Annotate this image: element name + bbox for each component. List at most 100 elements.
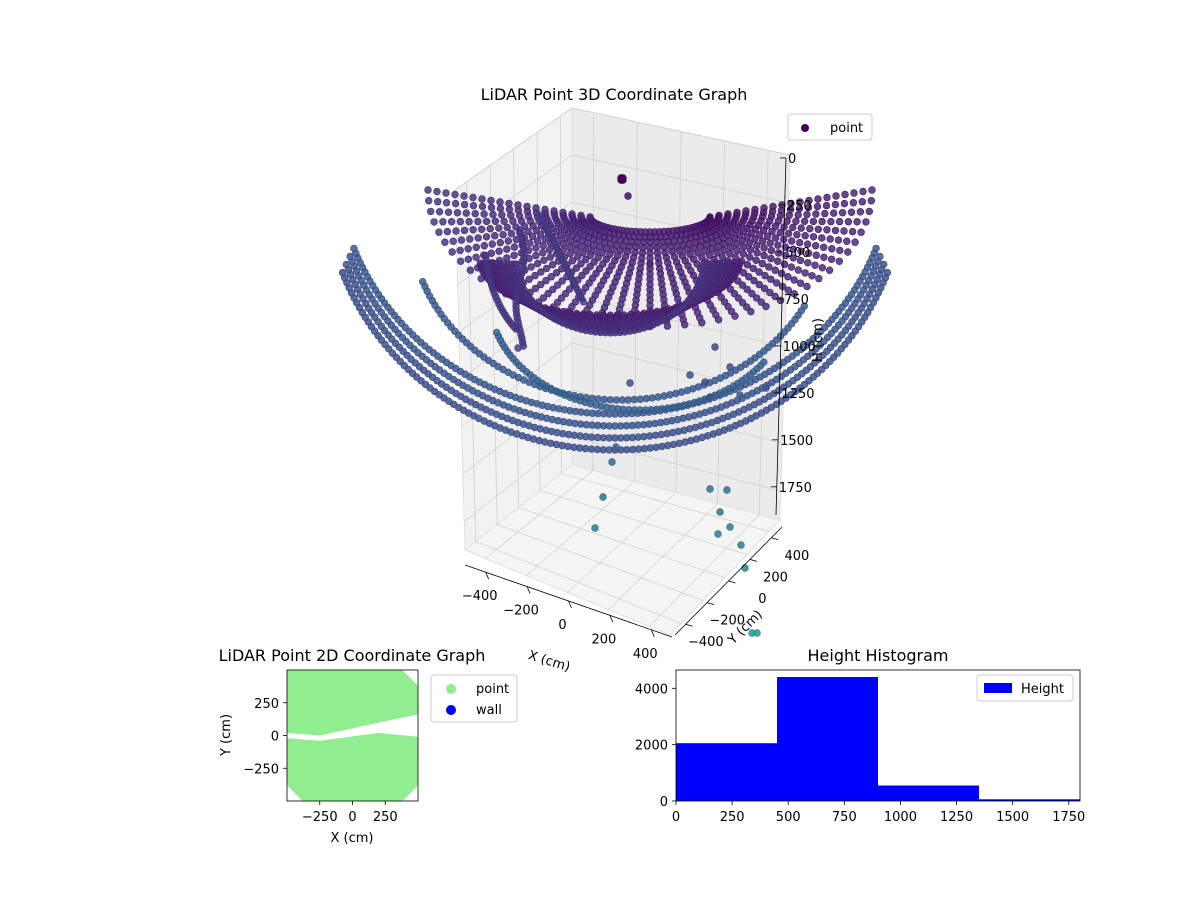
point-3d <box>480 242 488 250</box>
y-tick-mark <box>685 623 693 627</box>
point-3d <box>744 273 753 281</box>
point-3d <box>868 186 876 194</box>
point-3d <box>856 208 865 216</box>
point-3d <box>514 344 522 352</box>
point-3d <box>558 277 566 285</box>
point-3d <box>806 225 814 233</box>
legend-2d: point wall <box>430 674 518 723</box>
legend-marker-wall-2d <box>446 705 456 715</box>
legend-label-height: Height <box>1021 682 1064 697</box>
point-3d <box>745 253 754 261</box>
x-tick-mark <box>526 586 531 594</box>
point-3d <box>524 227 532 236</box>
point-3d <box>834 236 843 244</box>
x-tick-mark <box>568 600 572 609</box>
point-3d <box>566 250 574 258</box>
point-3d <box>510 251 518 260</box>
point-3d <box>480 210 488 218</box>
point-3d <box>850 189 858 197</box>
z-tick-label: 1000 <box>783 340 816 355</box>
plot-3d: 0 250 500 750 1000 1250 1500 1750 −400 −200 0 200 40… <box>338 85 892 675</box>
point-3d <box>537 268 545 276</box>
point-3d <box>487 196 495 205</box>
point-3d <box>844 218 853 226</box>
point-3d <box>471 209 479 218</box>
point-3d <box>546 253 554 261</box>
point-3d <box>723 486 731 494</box>
y-gridline <box>466 181 682 624</box>
histogram-bar <box>979 799 1080 801</box>
z-tick-label: 0 <box>788 152 796 167</box>
point-3d <box>565 243 574 251</box>
point-3d <box>548 261 557 269</box>
point-3d <box>858 198 866 206</box>
point-3d <box>831 226 840 235</box>
point-3d <box>457 257 465 265</box>
point-3d <box>612 443 620 451</box>
point-3d <box>760 244 768 252</box>
point-3d <box>737 541 745 549</box>
x-tick-mark <box>650 629 655 637</box>
point-3d <box>598 249 606 257</box>
point-3d <box>512 260 520 268</box>
point-3d <box>510 243 519 251</box>
point-3d <box>460 192 468 200</box>
point-3d <box>499 231 507 239</box>
point-3d <box>545 246 554 254</box>
point-3d <box>624 192 632 200</box>
point-3d <box>435 208 444 216</box>
point-3d <box>739 243 748 251</box>
point-3d <box>711 343 719 351</box>
point-3d <box>460 200 469 209</box>
point-3d <box>714 530 722 538</box>
point-3d <box>654 393 662 401</box>
point-3d <box>827 255 836 263</box>
point-3d <box>771 222 780 231</box>
point-3d <box>862 218 870 226</box>
point-3d <box>496 198 504 206</box>
point-3d <box>847 208 856 216</box>
point-3d <box>430 218 438 226</box>
point-3d <box>771 292 779 301</box>
point-3d <box>784 286 792 294</box>
point-3d <box>539 249 547 257</box>
point-3d <box>747 307 755 316</box>
point-3d <box>739 250 747 258</box>
point-3d <box>796 256 805 265</box>
point-3d <box>848 227 857 236</box>
point-3d <box>493 328 501 337</box>
point-3d <box>793 231 801 239</box>
pane-floor <box>464 464 781 636</box>
y-tick-label-hist: 4000 <box>635 682 668 697</box>
histogram-bar <box>878 785 979 801</box>
point-3d <box>533 237 542 245</box>
point-3d <box>568 210 576 218</box>
legend-label-point-2d: point <box>476 682 509 697</box>
point-3d <box>443 227 452 236</box>
point-3d <box>794 211 802 219</box>
point-3d <box>745 239 754 247</box>
point-3d <box>750 276 758 285</box>
point-3d <box>804 259 812 267</box>
point-3d <box>482 251 490 260</box>
point-3d <box>478 202 487 211</box>
point-3d <box>749 264 757 273</box>
point-3d <box>768 227 776 236</box>
point-3d <box>542 264 551 273</box>
point-3d <box>766 288 774 297</box>
point-3d <box>705 251 714 260</box>
point-3d <box>822 201 831 210</box>
point-3d <box>523 202 531 211</box>
point-3d <box>762 302 770 311</box>
point-3d <box>464 255 473 263</box>
point-3d <box>646 260 654 268</box>
point-3d <box>771 266 779 274</box>
x-tick-label-hist: 750 <box>832 810 857 825</box>
point-3d <box>726 523 734 531</box>
y-tick-label-hist: 0 <box>660 795 668 810</box>
point-3d <box>853 218 861 226</box>
point-3d <box>532 244 540 252</box>
point-3d <box>608 458 616 466</box>
point-3d <box>514 201 522 209</box>
point-3d <box>818 217 826 226</box>
